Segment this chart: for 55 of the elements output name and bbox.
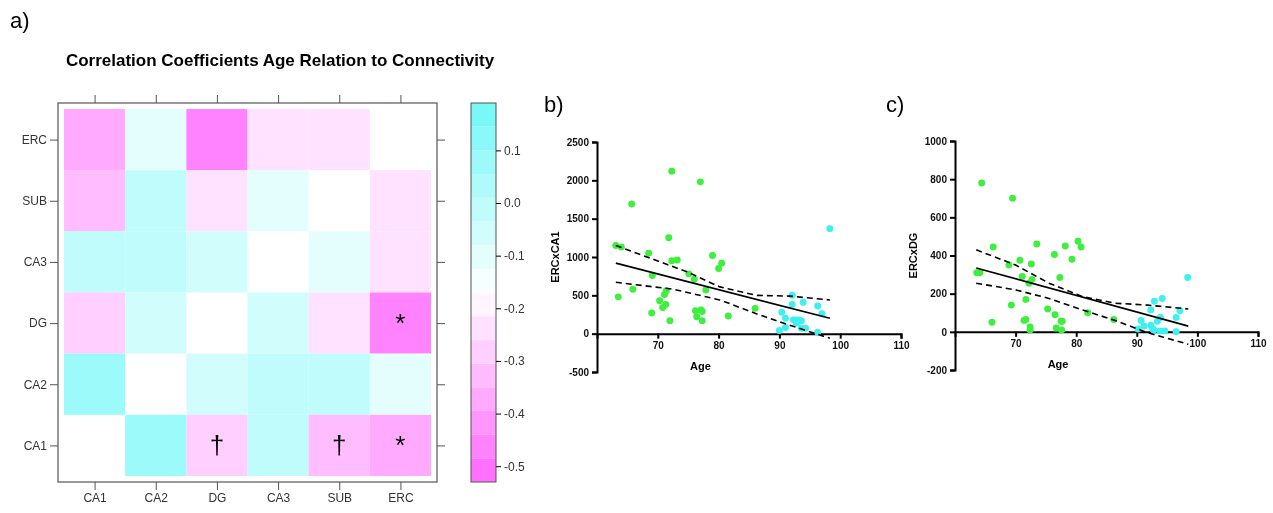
y-tick-label: 0 (941, 326, 948, 338)
color-bar-label: 0.0 (504, 196, 522, 211)
text: b) (544, 92, 564, 117)
data-label: * (395, 308, 406, 339)
y-tick-label: 800 (930, 173, 948, 185)
x-tick-label: 70 (1010, 337, 1023, 349)
y-tick-label: 1000 (566, 251, 590, 263)
color-bar-label: -0.3 (504, 354, 525, 369)
y-tick-label: 500 (572, 290, 590, 302)
y-tick-label: CA1 (23, 438, 48, 453)
color-bar-label: 0.1 (504, 143, 522, 158)
x-tick-label: ERC (388, 490, 414, 505)
x-tick-label: 80 (1071, 337, 1083, 349)
color-bar-label: -0.2 (504, 301, 525, 316)
data-label: † (332, 430, 347, 461)
y-tick-label: CA2 (23, 377, 48, 392)
x-axis-title: Age (689, 359, 711, 372)
y-tick-label: DG (29, 316, 47, 331)
y-tick-label: ERC (21, 132, 48, 147)
y-tick-label: 1500 (566, 213, 590, 225)
y-tick-label: 2000 (566, 175, 590, 187)
color-bar-label: -0.4 (504, 406, 525, 421)
x-tick-label: 90 (774, 339, 786, 351)
x-tick-label: 100 (832, 339, 850, 351)
x-axis-title: Age (1047, 357, 1069, 370)
x-tick-label: 70 (652, 339, 665, 351)
y-tick-label: 1000 (924, 135, 948, 147)
x-tick-label: CA2 (144, 490, 169, 505)
x-tick-label: DG (208, 490, 227, 505)
y-tick-label: CA3 (23, 255, 48, 270)
x-tick-label: 90 (1131, 337, 1144, 349)
x-tick-label: 110 (1250, 337, 1267, 349)
y-tick-label: -200 (926, 364, 948, 376)
x-tick-label: 110 (893, 339, 910, 351)
y-axis-title: ERCxCA1 (549, 231, 561, 283)
chart-title: Correlation Coefficients Age Relation to Connectivity (65, 51, 495, 70)
y-tick-label: 0 (583, 328, 590, 340)
x-tick-label: CA1 (83, 490, 108, 505)
x-tick-label: SUB (327, 490, 353, 505)
y-tick-label: SUB (22, 194, 47, 209)
color-bar-label: -0.5 (504, 459, 525, 474)
data-label: * (395, 430, 406, 461)
y-tick-label: 400 (930, 250, 948, 262)
y-tick-label: 200 (930, 288, 948, 300)
text: a) (10, 8, 30, 33)
y-tick-label: 2500 (566, 136, 590, 148)
x-tick-label: 80 (713, 339, 726, 351)
color-bar-label: -0.1 (504, 248, 525, 263)
y-axis-title: ERCxDG (907, 232, 919, 279)
x-tick-label: CA3 (266, 490, 291, 505)
text: c) (886, 92, 905, 117)
y-tick-label: 600 (930, 212, 948, 224)
data-label: † (209, 430, 225, 461)
x-tick-label: 100 (1189, 337, 1207, 349)
y-tick-label: -500 (568, 366, 590, 378)
